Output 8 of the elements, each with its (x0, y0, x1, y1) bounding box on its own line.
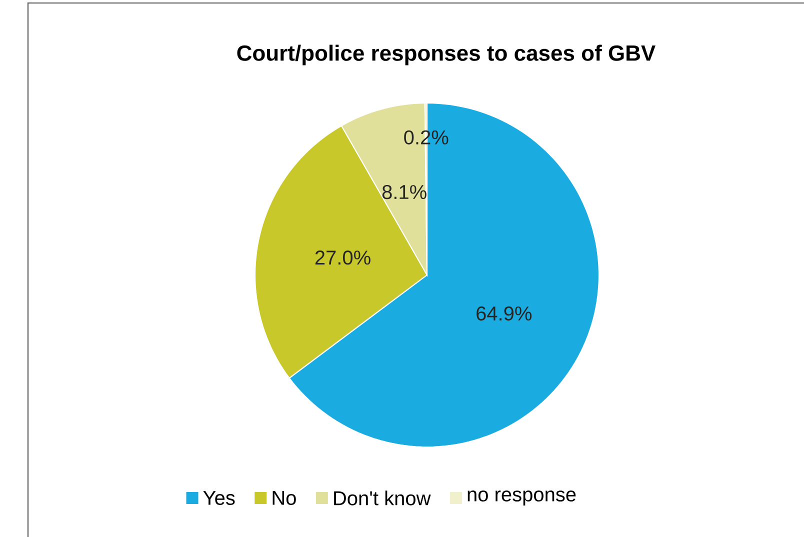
legend-label: Yes (203, 491, 235, 505)
chart-title: Court/police responses to cases of GBV (237, 44, 656, 66)
data-label: 27.0% (315, 250, 370, 265)
data-label: 8.1% (382, 184, 426, 200)
data-label: 64.9% (476, 306, 532, 321)
legend-label: no response (468, 490, 576, 506)
legend-label: No (272, 491, 296, 505)
legend-label: Don't know (334, 490, 431, 506)
